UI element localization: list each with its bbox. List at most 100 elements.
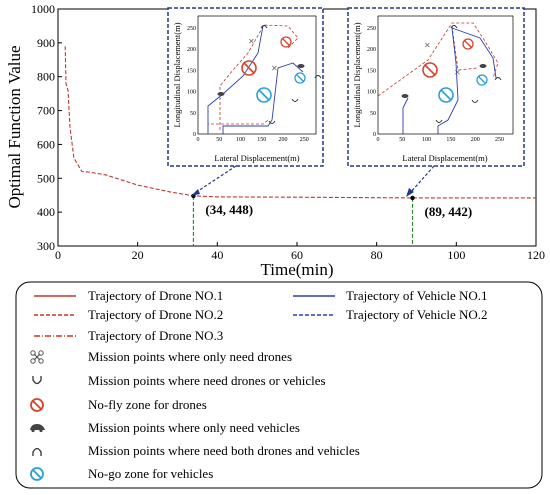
connector-arrowhead-2	[406, 188, 414, 197]
connector-arrow-2	[409, 165, 435, 194]
car-icon	[30, 424, 45, 433]
y-tick-label: 800	[37, 70, 55, 84]
inset-connectors	[191, 165, 435, 197]
inset-2-no-fly-slash-2	[464, 40, 472, 48]
legend-label: Trajectory of Drone NO.2	[88, 307, 223, 322]
annotations: (34, 448) (89, 442)	[191, 193, 473, 219]
inset-2-drone-route-2	[451, 25, 479, 71]
inset-1-no-go-slash	[258, 89, 270, 101]
x-tick-label: 100	[447, 248, 465, 262]
y-tick-label: 500	[37, 171, 55, 185]
inset-2-no-fly-icon-2	[462, 38, 474, 50]
inset-2: 0 50 100 150 200 250 0 50 100 150 200 250 ✕ ✕ Later…	[347, 7, 525, 167]
legend-items: Trajectory of Drone NO.1 Trajectory of Ve…	[30, 288, 488, 481]
legend-item: Trajectory of Drone NO.3	[34, 328, 223, 343]
point-annotation: (89, 442)	[425, 204, 473, 219]
series-line-1	[64, 46, 536, 199]
y-ticks: 300 400 500 600 700 800 900 1000	[31, 2, 62, 253]
inset-1-drone-route	[219, 24, 299, 130]
inset-y-tick-label: 50	[190, 111, 196, 117]
inset-1-no-fly-icon-2	[280, 36, 292, 48]
inset-1-no-go-icon	[256, 87, 272, 103]
reference-lines	[192, 195, 414, 246]
inset-2-x-label: Lateral Displacement(m)	[402, 153, 487, 163]
inset-1-plot	[197, 15, 317, 135]
legend-label: Mission points where need drones or vehi…	[88, 373, 326, 388]
inset-x-tick-label: 100	[422, 137, 431, 143]
connector-arrow-1	[194, 165, 237, 194]
connector-arrowhead-1	[191, 189, 200, 196]
inset-1-car-icon	[217, 92, 225, 96]
inset-1-no-fly-slash	[243, 62, 255, 74]
legend-item: Mission points where only need drones	[30, 349, 292, 364]
inset-2-no-go-slash-2	[478, 76, 486, 84]
inset-2-cap-icon	[450, 25, 458, 29]
inset-1-no-fly-slash-2	[282, 38, 290, 46]
y-tick-label: 900	[37, 36, 55, 50]
inset-1-car-icon-2	[297, 64, 305, 68]
y-tick-label: 300	[37, 239, 55, 253]
inset-x-tick-label: 250	[495, 137, 504, 143]
inset-x-tick-label: 50	[399, 137, 405, 143]
series-layer	[64, 46, 536, 199]
inset-2-car-icon-2	[479, 64, 487, 68]
inset-2-no-fly-slash	[424, 64, 436, 76]
inset-2-vehicle-route-2	[437, 27, 497, 134]
legend-item: Mission points where only need vehicles	[30, 420, 300, 435]
inset-x-tick-label: 0	[197, 137, 200, 143]
legend-label: Trajectory of Drone NO.3	[88, 328, 223, 343]
x-axis-title: Time(min)	[260, 260, 333, 279]
inset-1: 0 50 100 150 200 250 0 50 100 150 200 250 ✕ ✕ Later…	[167, 7, 324, 167]
y-axis-title: Optimal Function Value	[5, 45, 24, 208]
legend: Trajectory of Drone NO.1 Trajectory of Ve…	[15, 281, 543, 489]
legend-item: Mission points where need drones or vehi…	[32, 373, 326, 388]
y-tick-label: 600	[37, 137, 55, 151]
inset-1-vehicle-route-2	[222, 62, 304, 134]
legend-label: Trajectory of Vehicle NO.1	[346, 288, 488, 303]
legend-frame	[15, 281, 543, 489]
inset-1-y-label: Longitudinal Displacement(m)	[172, 22, 182, 127]
inset-1-drone-point-icon: ✕	[248, 37, 255, 46]
inset-1-drone-point-icon-2: ✕	[271, 64, 278, 73]
inset-x-tick-label: 150	[446, 137, 455, 143]
main-chart: 0 20 40 60 80 100 120 300400500600700800900100…	[5, 2, 545, 279]
inset-2-cup-icon	[435, 119, 443, 123]
x-tick-label: 0	[55, 248, 61, 262]
x-tick-label: 40	[211, 248, 223, 262]
drone-icon	[30, 350, 44, 364]
annotated-point	[410, 195, 415, 201]
inset-x-tick-label: 150	[257, 137, 266, 143]
inset-1-ticks: 0 50 100 150 200 250 0 50 100 150 200 250	[187, 26, 309, 143]
inset-y-tick-label: 250	[367, 26, 376, 32]
y-tick-label: 1000	[31, 2, 55, 16]
inset-1-cap-icon-2	[314, 75, 322, 79]
inset-y-tick-label: 200	[187, 47, 196, 53]
legend-item: No-go zone for vehicles	[30, 466, 213, 481]
inset-2-cap-icon-2	[494, 77, 502, 81]
inset-2-ticks: 0 50 100 150 200 250 0 50 100 150 200 250	[367, 26, 504, 143]
legend-label: Mission points where only need vehicles	[88, 420, 300, 435]
x-tick-label: 20	[132, 248, 144, 262]
inset-2-drone-route	[377, 22, 499, 97]
inset-y-tick-label: 50	[370, 111, 376, 117]
inset-2-car-icon	[401, 94, 409, 98]
inset-y-tick-label: 150	[367, 68, 376, 74]
inset-x-tick-label: 250	[300, 137, 309, 143]
inset-2-no-go-slash	[440, 89, 452, 101]
inset-y-tick-label: 250	[187, 26, 196, 32]
legend-label: Mission points where only need drones	[88, 349, 292, 364]
inset-x-tick-label: 200	[278, 137, 287, 143]
legend-label: No-fly zone for drones	[88, 397, 207, 412]
y-tick-label: 400	[37, 205, 55, 219]
legend-item: Trajectory of Vehicle NO.1	[293, 288, 488, 303]
inset-2-no-go-icon-2	[476, 74, 488, 86]
inset-x-tick-label: 100	[236, 137, 245, 143]
no-go-icon	[30, 467, 44, 481]
cup-icon	[32, 376, 42, 385]
legend-label: Trajectory of Drone NO.1	[88, 288, 223, 303]
inset-y-tick-label: 150	[187, 68, 196, 74]
inset-2-no-fly-icon	[422, 62, 438, 78]
inset-1-cup-icon	[291, 98, 299, 102]
inset-1-no-go-slash-2	[296, 74, 304, 82]
